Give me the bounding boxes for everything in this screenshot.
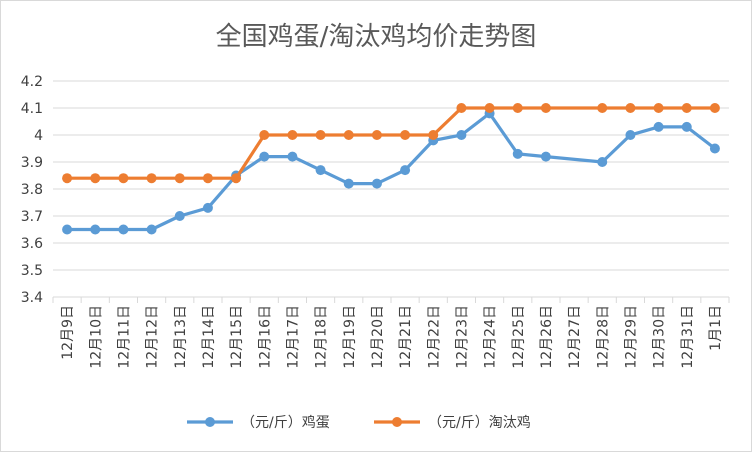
data-point bbox=[202, 173, 213, 184]
x-tick-label: 12月22日 bbox=[426, 305, 442, 369]
data-point bbox=[118, 173, 129, 184]
axes: 3.4 3.5 3.6 3.7 3.8 3.9 4 4.1 4.2 12月9日 12月10日 12月1… bbox=[21, 74, 730, 369]
x-tick-label: 12月11日 bbox=[116, 305, 132, 369]
data-point bbox=[400, 165, 411, 176]
x-tick-label: 12月27日 bbox=[567, 305, 583, 369]
y-tick-label: 3.7 bbox=[21, 209, 43, 225]
data-point bbox=[400, 130, 411, 140]
legend-label: （元/斤）淘汰鸡 bbox=[428, 414, 531, 431]
data-point bbox=[597, 103, 608, 113]
data-point bbox=[315, 130, 326, 140]
y-tick-label: 4 bbox=[34, 128, 43, 144]
x-tick-label: 12月16日 bbox=[257, 305, 273, 369]
legend-marker bbox=[205, 417, 215, 427]
x-tick-label: 12月19日 bbox=[342, 305, 358, 369]
x-tick-label: 12月13日 bbox=[173, 305, 189, 369]
data-point bbox=[146, 224, 157, 235]
data-point bbox=[90, 224, 101, 235]
data-point bbox=[259, 151, 270, 162]
y-tick-label: 3.4 bbox=[21, 290, 43, 306]
x-tick-label: 12月18日 bbox=[314, 305, 330, 369]
x-tick-label: 12月15日 bbox=[229, 305, 245, 369]
data-point bbox=[484, 103, 495, 113]
y-tick-label: 3.6 bbox=[21, 236, 43, 252]
y-tick-label: 3.9 bbox=[21, 155, 43, 171]
x-tick-label: 12月26日 bbox=[539, 305, 555, 369]
legend-item-2: （元/斤）淘汰鸡 bbox=[374, 414, 531, 431]
x-tick-label: 12月25日 bbox=[511, 305, 527, 369]
x-tick-label: 12月30日 bbox=[652, 305, 668, 369]
x-tick-label: 12月10日 bbox=[88, 305, 104, 369]
data-point bbox=[371, 178, 382, 189]
data-point bbox=[625, 130, 636, 140]
data-point bbox=[287, 151, 298, 162]
data-point bbox=[343, 178, 354, 189]
chart-title: 全国鸡蛋/淘汰鸡均价走势图 bbox=[216, 22, 537, 52]
data-point bbox=[202, 202, 213, 213]
data-point bbox=[287, 130, 298, 140]
y-tick-label: 4.1 bbox=[21, 101, 43, 117]
x-tick-label: 12月29日 bbox=[623, 305, 639, 369]
data-point bbox=[709, 143, 720, 154]
data-point bbox=[456, 130, 467, 140]
data-point bbox=[146, 173, 157, 184]
data-point bbox=[259, 130, 270, 140]
legend-item-1: （元/斤）鸡蛋 bbox=[187, 414, 330, 431]
x-tick-label: 12月12日 bbox=[145, 305, 161, 369]
legend-label: （元/斤）鸡蛋 bbox=[241, 414, 330, 431]
series-line bbox=[67, 106, 715, 180]
data-point bbox=[62, 173, 73, 184]
data-point bbox=[512, 103, 523, 113]
data-point bbox=[315, 165, 326, 176]
series-line bbox=[67, 111, 716, 232]
gridlines bbox=[53, 80, 729, 298]
data-point bbox=[90, 173, 101, 184]
data-point bbox=[371, 130, 382, 140]
data-point bbox=[681, 121, 692, 132]
data-point bbox=[512, 148, 523, 159]
series-1 bbox=[62, 108, 720, 235]
y-tick-label: 3.8 bbox=[21, 182, 43, 198]
data-point bbox=[174, 211, 185, 221]
data-point bbox=[653, 121, 664, 132]
data-point bbox=[709, 103, 720, 113]
x-tick-label: 12月14日 bbox=[201, 305, 217, 369]
legend: （元/斤）鸡蛋 （元/斤）淘汰鸡 bbox=[187, 414, 531, 431]
data-point bbox=[231, 173, 242, 184]
y-tick-label: 4.2 bbox=[21, 74, 43, 90]
data-point bbox=[540, 151, 551, 162]
data-point bbox=[653, 103, 664, 113]
data-point bbox=[597, 157, 608, 167]
legend-marker bbox=[392, 417, 402, 427]
y-tick-label: 3.5 bbox=[21, 263, 43, 279]
data-point bbox=[343, 130, 354, 140]
data-point bbox=[428, 130, 439, 140]
data-point bbox=[62, 224, 73, 235]
x-tick-label: 12月23日 bbox=[454, 305, 470, 369]
x-tick-label: 12月28日 bbox=[595, 305, 611, 369]
x-tick-label: 12月24日 bbox=[483, 305, 499, 369]
x-tick-label: 12月21日 bbox=[398, 305, 414, 369]
x-tick-label: 12月9日 bbox=[60, 305, 76, 360]
data-point bbox=[540, 103, 551, 113]
data-point bbox=[456, 103, 467, 113]
x-tick-label: 12月20日 bbox=[370, 305, 386, 369]
x-tick-label: 12月31日 bbox=[680, 305, 696, 369]
x-tick-label: 1月1日 bbox=[708, 305, 724, 351]
series-2 bbox=[62, 103, 720, 184]
x-tick-label: 12月17日 bbox=[285, 305, 301, 369]
data-point bbox=[174, 173, 185, 184]
data-point bbox=[118, 224, 129, 235]
data-point bbox=[625, 103, 636, 113]
data-point bbox=[681, 103, 692, 113]
series-layer bbox=[62, 103, 720, 235]
